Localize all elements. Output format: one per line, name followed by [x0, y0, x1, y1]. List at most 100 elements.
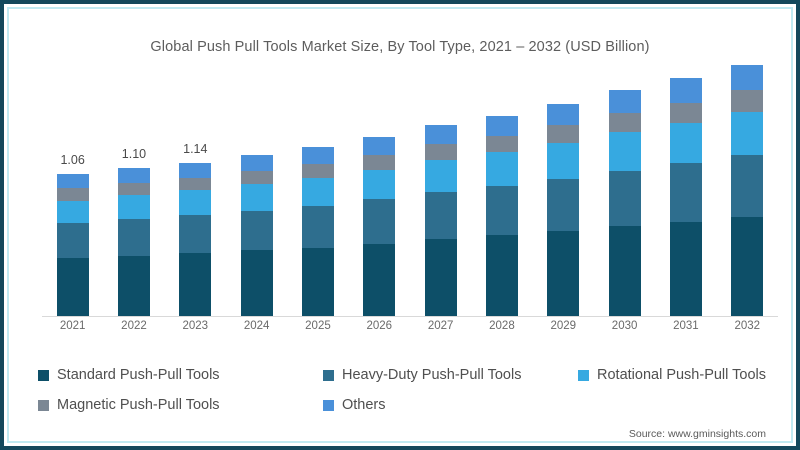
bar-segment[interactable] — [669, 222, 702, 316]
bar-segment[interactable] — [424, 125, 457, 145]
bar-segment[interactable] — [363, 137, 396, 155]
bar-segment[interactable] — [179, 162, 212, 178]
bar-segment[interactable] — [485, 235, 518, 316]
bar-segment[interactable] — [56, 200, 89, 224]
stacked-bar[interactable] — [731, 64, 764, 316]
bar-slot — [226, 82, 287, 316]
bar-slot — [287, 82, 348, 316]
bar-segment[interactable] — [117, 195, 150, 220]
bar-segment[interactable] — [363, 169, 396, 200]
bar-segment[interactable] — [301, 146, 334, 165]
bar-value-label: 1.06 — [60, 152, 85, 167]
bar-segment[interactable] — [424, 192, 457, 240]
stacked-bar[interactable] — [56, 173, 89, 316]
legend-color-swatch-icon — [38, 399, 49, 411]
stacked-bar[interactable] — [240, 154, 273, 316]
bar-segment[interactable] — [485, 115, 518, 137]
bar-segment[interactable] — [731, 154, 764, 217]
bar-slot — [349, 82, 410, 316]
bar-segment[interactable] — [363, 243, 396, 316]
bar-segment[interactable] — [547, 125, 580, 143]
legend-label: Heavy-Duty Push-Pull Tools — [342, 367, 522, 383]
bar-segment[interactable] — [424, 144, 457, 161]
bar-segment[interactable] — [56, 258, 89, 316]
bar-segment[interactable] — [117, 168, 150, 184]
bar-segment[interactable] — [56, 173, 89, 189]
bar-segment[interactable] — [731, 111, 764, 155]
bar-value-label: 1.10 — [121, 147, 147, 162]
source-attribution: Source: www.gminsights.com — [628, 428, 766, 440]
legend-item[interactable]: Rotational Push-Pull Tools — [578, 367, 778, 383]
bar-segment[interactable] — [424, 239, 457, 316]
bar-segment[interactable] — [669, 162, 702, 222]
stacked-bar[interactable] — [363, 137, 396, 316]
bar-segment[interactable] — [608, 226, 641, 316]
bar-segment[interactable] — [240, 171, 273, 185]
bar-segment[interactable] — [547, 142, 580, 180]
bar-segment[interactable] — [608, 90, 641, 114]
bar-segment[interactable] — [669, 78, 702, 103]
legend-color-swatch-icon — [323, 399, 334, 411]
bar-segment[interactable] — [179, 177, 212, 190]
stacked-bar[interactable] — [608, 90, 641, 316]
bar-segment[interactable] — [424, 160, 457, 193]
bar-segment[interactable] — [56, 188, 89, 201]
bar-segment[interactable] — [485, 136, 518, 153]
x-axis-labels: 2021 2022 2023 2024 2025 2026 2027 2028 2029 2030… — [42, 320, 778, 332]
bar-slot: 1.14 — [165, 82, 226, 316]
stacked-bar[interactable] — [547, 103, 580, 316]
bar-segment[interactable] — [301, 205, 334, 248]
x-axis-tick-label: 2026 — [366, 320, 393, 332]
bar-segment[interactable] — [179, 252, 212, 316]
legend-item[interactable]: Heavy-Duty Push-Pull Tools — [323, 367, 578, 383]
bar-segment[interactable] — [117, 255, 150, 316]
bar-segment[interactable] — [547, 179, 580, 232]
stacked-bar[interactable] — [179, 162, 212, 316]
legend-label: Standard Push-Pull Tools — [57, 367, 220, 383]
bar-segment[interactable] — [56, 223, 89, 259]
bar-segment[interactable] — [731, 64, 764, 91]
bar-slot — [594, 82, 655, 316]
stacked-bar[interactable] — [117, 168, 150, 316]
x-axis-tick-label: 2031 — [673, 320, 699, 332]
legend-item[interactable]: Magnetic Push-Pull Tools — [38, 397, 323, 413]
bar-segment[interactable] — [608, 113, 641, 133]
chart-canvas: Global Push Pull Tools Market Size, By T… — [10, 10, 790, 440]
bar-slot — [410, 82, 471, 316]
stacked-bar[interactable] — [485, 115, 518, 316]
bar-segment[interactable] — [301, 247, 334, 316]
bar-segment[interactable] — [669, 102, 702, 123]
bar-segment[interactable] — [240, 154, 273, 171]
bar-segment[interactable] — [363, 199, 396, 244]
bar-segment[interactable] — [240, 184, 273, 212]
stacked-bar[interactable] — [301, 146, 334, 316]
legend-color-swatch-icon — [38, 369, 49, 381]
bar-segment[interactable] — [301, 177, 334, 206]
bar-segment[interactable] — [179, 215, 212, 253]
legend-color-swatch-icon — [578, 369, 589, 381]
bar-segment[interactable] — [547, 231, 580, 316]
stacked-bar[interactable] — [669, 78, 702, 316]
bar-segment[interactable] — [485, 185, 518, 236]
stacked-bar[interactable] — [424, 125, 457, 316]
x-axis-tick-label: 2021 — [59, 320, 86, 332]
bar-segment[interactable] — [547, 103, 580, 126]
bar-segment[interactable] — [669, 122, 702, 163]
bar-segment[interactable] — [731, 216, 764, 316]
x-axis-tick-label: 2030 — [611, 320, 638, 332]
bar-segment[interactable] — [240, 250, 273, 316]
bar-segment[interactable] — [608, 132, 641, 171]
bar-segment[interactable] — [731, 90, 764, 112]
bar-segment[interactable] — [301, 164, 334, 178]
bar-segment[interactable] — [363, 154, 396, 170]
legend-item[interactable]: Standard Push-Pull Tools — [38, 367, 323, 383]
bar-segment[interactable] — [485, 152, 518, 186]
legend-item[interactable]: Others — [323, 397, 523, 413]
bar-value-label: 1.14 — [183, 141, 208, 156]
bar-segment[interactable] — [240, 211, 273, 251]
bar-segment[interactable] — [608, 170, 641, 227]
bar-segment[interactable] — [117, 183, 150, 196]
plot-area: 1.06 1.10 1.14 — [42, 64, 778, 317]
bar-segment[interactable] — [117, 219, 150, 256]
bar-segment[interactable] — [179, 189, 212, 216]
